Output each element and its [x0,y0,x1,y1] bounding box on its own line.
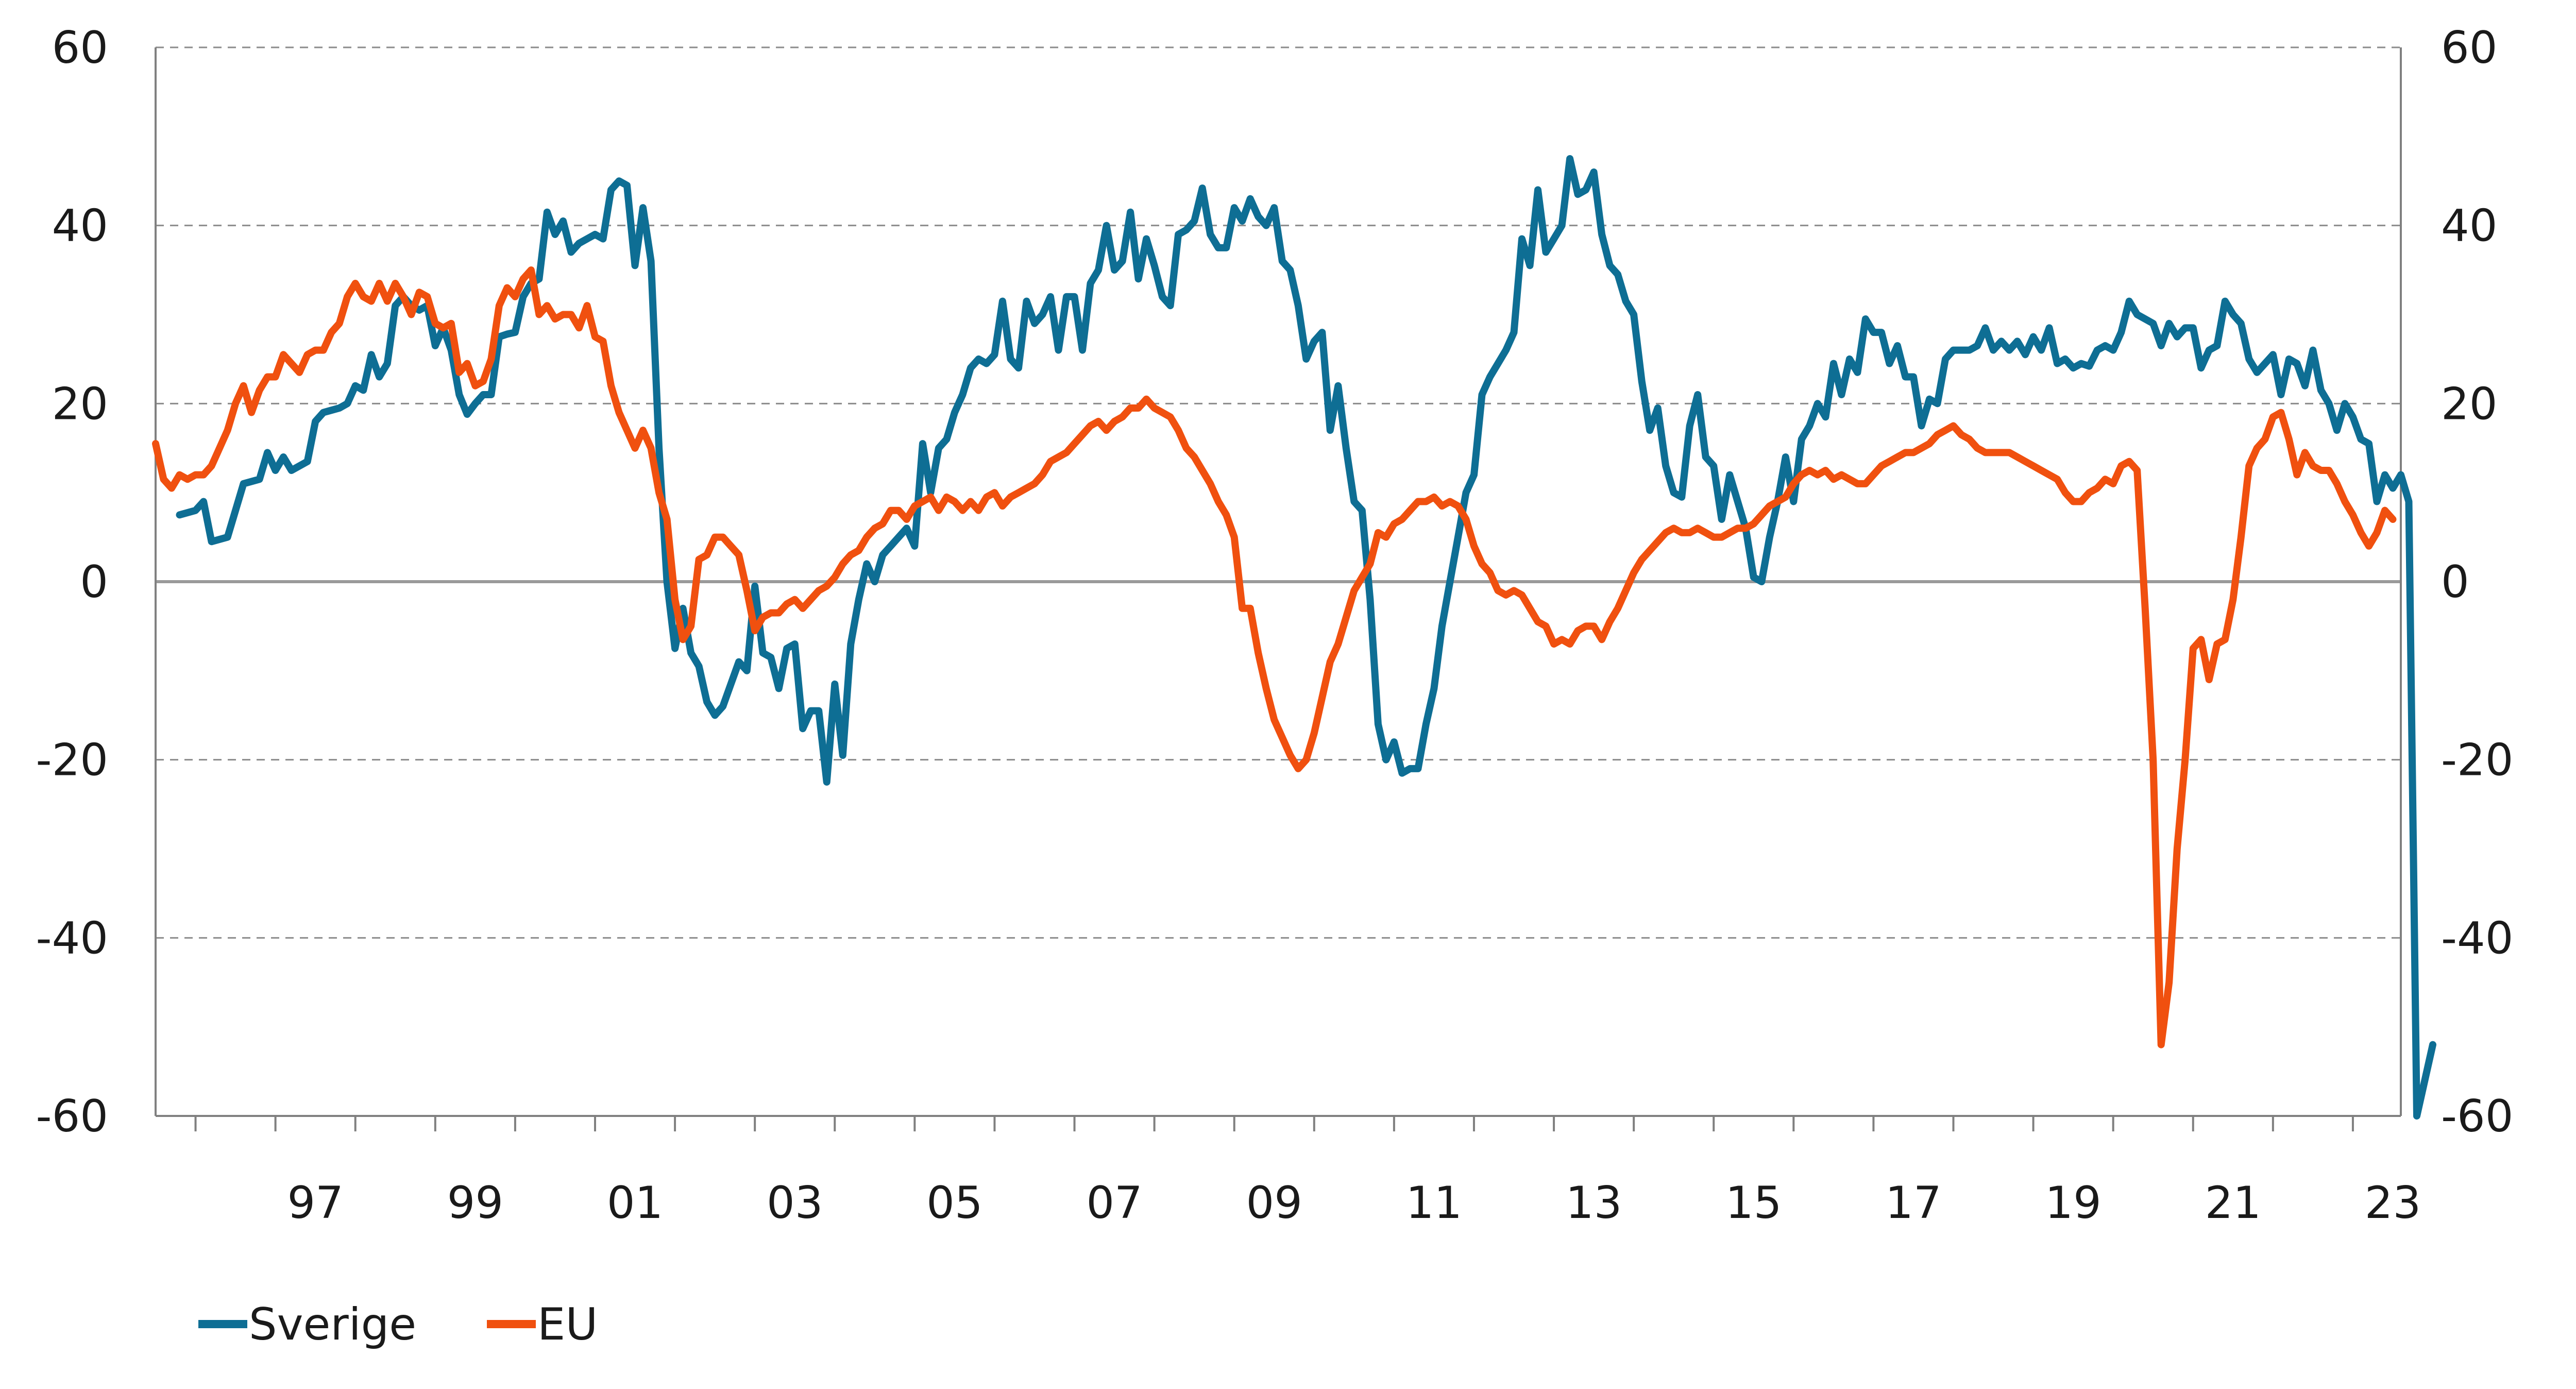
y-tick-label-right: 60 [2441,22,2497,74]
y-tick-label-left: 20 [52,378,108,430]
right-y-axis-ticks: -60 -40 -20 0 20 40 60 [2441,22,2513,1142]
legend: Sverige EU [198,1299,598,1350]
y-tick-label-right: -60 [2441,1091,2513,1142]
series-line-sverige [176,155,2436,1120]
y-tick-label-left: -60 [36,1091,108,1142]
legend-label-sverige: Sverige [249,1299,416,1350]
y-tick-label-left: -40 [36,912,108,964]
x-tick-label: 19 [2045,1177,2101,1229]
y-tick-label-left: 60 [52,22,108,74]
x-tick-label: 17 [1885,1177,1941,1229]
legend-label-eu: EU [537,1299,598,1350]
x-tick-label: 97 [287,1177,343,1229]
x-tick-label: 21 [2205,1177,2261,1229]
y-tick-label-left: 40 [52,200,108,252]
y-tick-label-right: 0 [2441,556,2469,608]
axes [155,47,2402,1117]
x-axis-ticks: 97 99 01 03 05 07 09 11 13 15 17 19 21 23 [194,1116,2421,1229]
left-y-axis-ticks: -60 -40 -20 0 20 40 60 [36,22,108,1142]
x-tick-label: 13 [1566,1177,1622,1229]
y-tick-label-left: -20 [36,735,108,786]
series-lines [152,155,2436,1120]
x-tick-label: 11 [1406,1177,1462,1229]
x-tick-label: 15 [1725,1177,1782,1229]
y-tick-label-right: -20 [2441,735,2513,786]
y-tick-label-right: -40 [2441,912,2513,964]
y-tick-label-right: 20 [2441,378,2497,430]
y-tick-label-left: 0 [80,556,108,608]
x-tick-label: 03 [767,1177,823,1229]
x-tick-label: 09 [1246,1177,1302,1229]
gridlines [156,46,2401,939]
x-tick-label: 99 [447,1177,503,1229]
x-tick-label: 07 [1086,1177,1142,1229]
x-tick-label: 23 [2365,1177,2421,1229]
x-tick-label: 01 [607,1177,663,1229]
series-line-eu [152,266,2397,1048]
y-tick-label-right: 40 [2441,200,2497,252]
x-tick-label: 05 [926,1177,982,1229]
